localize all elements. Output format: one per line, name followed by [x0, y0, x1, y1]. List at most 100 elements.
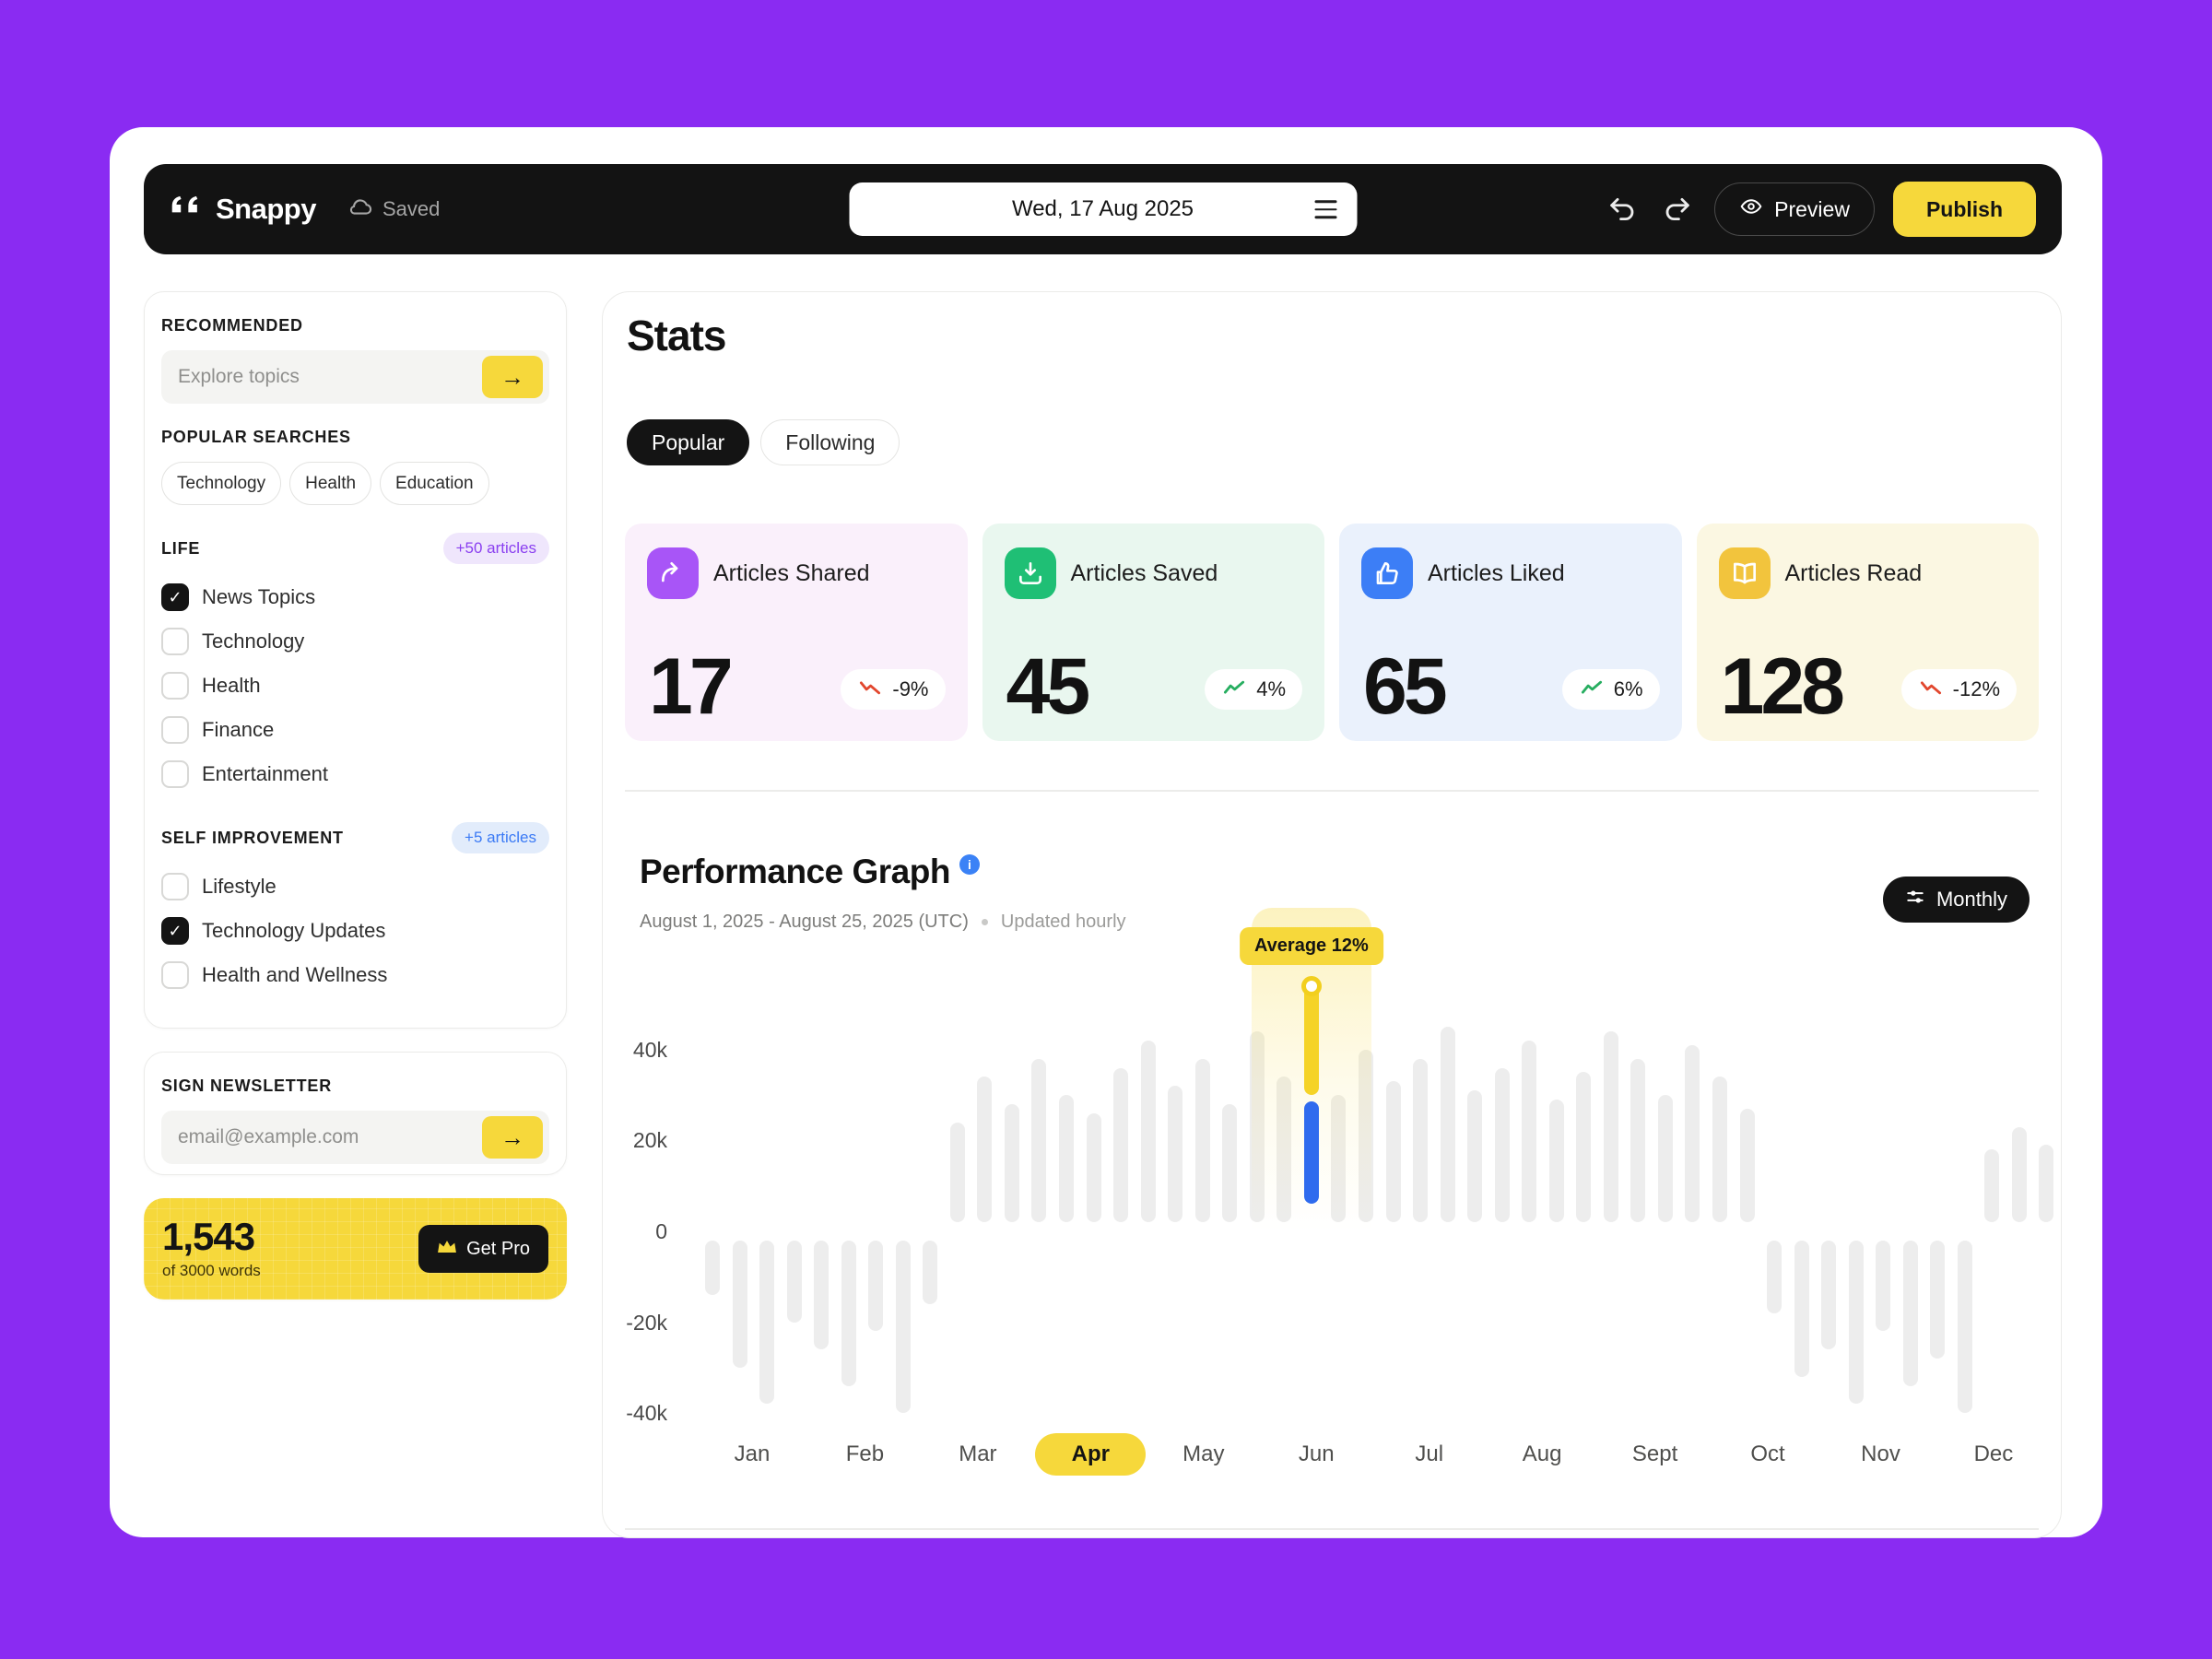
highlight-marker[interactable] [1300, 975, 1322, 996]
checkbox-technology-updates[interactable]: ✓ [161, 917, 189, 945]
life-item-finance[interactable]: Finance [161, 708, 549, 752]
chart-bar[interactable] [2039, 1145, 2054, 1223]
checkbox-entertainment[interactable] [161, 760, 189, 788]
chart-bar[interactable] [1712, 1077, 1727, 1223]
checkbox-health[interactable] [161, 672, 189, 700]
chart-bar[interactable] [705, 1240, 720, 1296]
chart-bar[interactable] [1277, 1077, 1292, 1223]
chart-bar[interactable] [1522, 1040, 1537, 1223]
chart-bar[interactable] [1630, 1058, 1646, 1223]
chart-bar[interactable] [1440, 1027, 1455, 1223]
period-selector-button[interactable]: Monthly [1882, 877, 2030, 923]
month-label-dec[interactable]: Dec [1973, 1441, 2014, 1466]
life-item-health[interactable]: Health [161, 664, 549, 708]
checkbox-lifestyle[interactable] [161, 873, 189, 900]
checkbox-news-topics[interactable]: ✓ [161, 583, 189, 611]
chart-bar[interactable] [1385, 1081, 1401, 1223]
chart-bar[interactable] [1957, 1240, 1972, 1414]
menu-icon[interactable] [1314, 200, 1336, 218]
chart-bar[interactable] [923, 1240, 938, 1304]
chart-bar[interactable] [1331, 1095, 1347, 1223]
month-label-may[interactable]: May [1182, 1441, 1225, 1466]
chart-bar[interactable] [1603, 1031, 1618, 1223]
month-label-feb[interactable]: Feb [845, 1441, 885, 1466]
chart-bar[interactable] [1249, 1031, 1265, 1223]
get-pro-button[interactable]: Get Pro [418, 1225, 548, 1273]
chart-bar[interactable] [1821, 1240, 1837, 1350]
chart-bar[interactable] [1657, 1095, 1673, 1223]
month-label-nov[interactable]: Nov [1861, 1441, 1900, 1466]
word-count-value: 1,543 [162, 1215, 255, 1258]
search-pill-health[interactable]: Health [289, 462, 372, 505]
chart-bar[interactable] [786, 1240, 802, 1323]
checkbox-technology[interactable] [161, 628, 189, 655]
tab-following[interactable]: Following [760, 419, 900, 465]
highlight-bar-primary[interactable] [1303, 985, 1319, 1096]
chart-bar[interactable] [1902, 1240, 1918, 1386]
chart-bar[interactable] [1168, 1086, 1183, 1223]
checkbox-finance[interactable] [161, 716, 189, 744]
month-label-jun[interactable]: Jun [1298, 1441, 1335, 1466]
life-item-entertainment[interactable]: Entertainment [161, 752, 549, 796]
highlight-bar-secondary[interactable] [1303, 1101, 1319, 1205]
chart-bar[interactable] [1413, 1058, 1429, 1223]
chart-bar[interactable] [1358, 1049, 1373, 1223]
chart-bar[interactable] [1848, 1240, 1864, 1405]
chart-bar[interactable] [949, 1122, 965, 1223]
chart-bar[interactable] [1876, 1240, 1891, 1332]
chart-bar[interactable] [1739, 1108, 1755, 1223]
chart-bar[interactable] [1222, 1103, 1238, 1223]
chart-bar[interactable] [732, 1240, 747, 1368]
publish-button[interactable]: Publish [1892, 182, 2036, 237]
month-label-sept[interactable]: Sept [1631, 1441, 1678, 1466]
chart-bar[interactable] [1576, 1072, 1592, 1223]
chart-bar[interactable] [841, 1240, 856, 1386]
self-improvement-item-health-and-wellness[interactable]: Health and Wellness [161, 953, 549, 997]
chart-bar[interactable] [1685, 1044, 1700, 1223]
app-logo[interactable]: Snappy [170, 193, 316, 226]
month-label-aug[interactable]: Aug [1522, 1441, 1562, 1466]
chart-bar[interactable] [759, 1240, 775, 1405]
chart-bar[interactable] [1494, 1067, 1510, 1223]
month-label-oct[interactable]: Oct [1750, 1441, 1785, 1466]
chart-bar[interactable] [1984, 1149, 2000, 1223]
preview-button[interactable]: Preview [1714, 182, 1875, 236]
search-pill-technology[interactable]: Technology [161, 462, 282, 505]
info-icon[interactable]: i [959, 854, 980, 875]
redo-button[interactable] [1659, 191, 1696, 228]
chart-bar[interactable] [1059, 1095, 1075, 1223]
chart-bar[interactable] [1930, 1240, 1946, 1359]
explore-submit-button[interactable]: → [482, 356, 543, 398]
chart-bar[interactable] [1767, 1240, 1783, 1313]
chart-bar[interactable] [895, 1240, 911, 1414]
chart-bar[interactable] [977, 1077, 993, 1223]
month-label-jul[interactable]: Jul [1415, 1441, 1444, 1466]
chart-bar[interactable] [1004, 1103, 1019, 1223]
chart-bar[interactable] [1794, 1240, 1809, 1377]
chart-bar[interactable] [814, 1240, 830, 1350]
undo-button[interactable] [1604, 191, 1641, 228]
life-item-technology[interactable]: Technology [161, 619, 549, 664]
chart-bar[interactable] [1113, 1067, 1129, 1223]
newsletter-submit-button[interactable]: → [482, 1116, 543, 1159]
life-item-news-topics[interactable]: ✓ News Topics [161, 575, 549, 619]
search-pill-education[interactable]: Education [380, 462, 489, 505]
month-label-mar[interactable]: Mar [959, 1441, 997, 1466]
date-label: Wed, 17 Aug 2025 [1011, 196, 1194, 221]
checkbox-health-and-wellness[interactable] [161, 961, 189, 989]
tab-popular[interactable]: Popular [627, 419, 750, 465]
chart-bar[interactable] [1194, 1058, 1210, 1223]
month-label-jan[interactable]: Jan [734, 1441, 771, 1466]
stat-card-delta-badge: -9% [841, 669, 946, 710]
month-label-apr[interactable]: Apr [1035, 1433, 1147, 1476]
self-improvement-item-lifestyle[interactable]: Lifestyle [161, 865, 549, 909]
date-picker[interactable]: Wed, 17 Aug 2025 [849, 182, 1357, 236]
chart-bar[interactable] [1086, 1112, 1101, 1223]
chart-bar[interactable] [2011, 1126, 2027, 1223]
self-improvement-item-technology-updates[interactable]: ✓ Technology Updates [161, 909, 549, 953]
chart-bar[interactable] [1548, 1100, 1564, 1223]
chart-bar[interactable] [1031, 1058, 1047, 1223]
chart-bar[interactable] [868, 1240, 884, 1332]
chart-bar[interactable] [1140, 1040, 1156, 1223]
chart-bar[interactable] [1467, 1090, 1483, 1223]
